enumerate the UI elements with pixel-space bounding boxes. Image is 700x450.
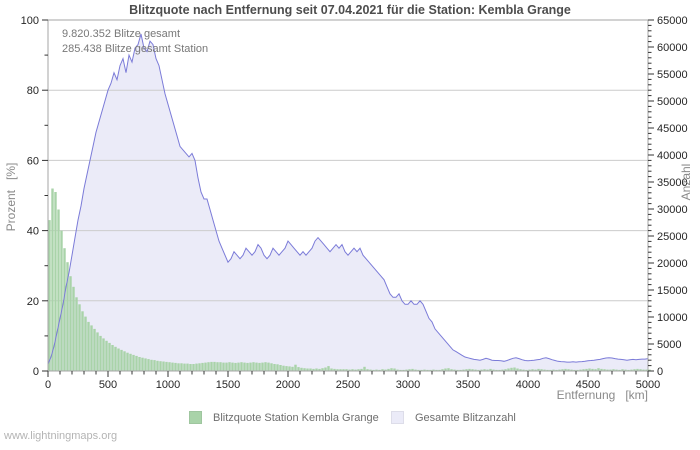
svg-text:30000: 30000 [657,204,688,216]
svg-text:0: 0 [45,379,51,391]
legend-label: Blitzquote Station Kembla Grange [213,411,379,424]
x-axis: 0 500 1000 1500 2000 2500 3000 3500 4000 4500 5000 [45,371,660,391]
svg-text:4500: 4500 [576,379,600,391]
svg-text:15000: 15000 [657,285,688,297]
svg-text:1500: 1500 [216,379,240,391]
total-lightning-count: 9.820.352 Blitze gesamt [62,28,181,40]
watermark: www.lightningmaps.org [4,430,118,442]
gridlines [48,89,648,302]
svg-text:1000: 1000 [156,379,180,391]
bar-series-blitzquote-station [48,188,651,371]
svg-text:0: 0 [33,366,39,378]
svg-text:4000: 4000 [516,379,540,391]
svg-text:5000: 5000 [636,379,660,391]
legend-item-station-quote: Blitzquote Station Kembla Grange [189,411,379,424]
legend-swatch-lavender [391,411,404,424]
svg-text:60: 60 [27,155,39,167]
svg-text:10000: 10000 [657,312,688,324]
svg-text:3000: 3000 [396,379,420,391]
svg-text:500: 500 [99,379,117,391]
station-lightning-count: 285.438 Blitze gesamt Station [62,43,209,55]
svg-text:20000: 20000 [657,258,688,270]
y-axis-right: 0 5000 10000 15000 20000 25000 30000 35000 40000… [648,15,688,378]
svg-text:40: 40 [27,226,39,238]
svg-text:80: 80 [27,85,39,97]
svg-text:65000: 65000 [657,15,688,27]
svg-text:40000: 40000 [657,150,688,162]
svg-text:20: 20 [27,296,39,308]
svg-text:0: 0 [657,366,663,378]
line-series-gesamte-blitzanzahl [47,33,649,365]
legend-item-total-count: Gesamte Blitzanzahl [391,411,516,424]
x-axis-title: Entfernung [km] [556,388,648,402]
svg-text:55000: 55000 [657,69,688,81]
y-axis-left: 0 20 40 60 80 100 [21,15,48,378]
svg-text:60000: 60000 [657,42,688,54]
y-axis-right-title: Anzahl [679,163,693,201]
svg-text:5000: 5000 [657,339,681,351]
svg-text:35000: 35000 [657,177,688,189]
svg-text:45000: 45000 [657,123,688,135]
svg-text:25000: 25000 [657,231,688,243]
chart-title: Blitzquote nach Entfernung seit 07.04.20… [129,3,571,17]
legend-label: Gesamte Blitzanzahl [415,411,516,424]
svg-text:2000: 2000 [276,379,300,391]
svg-text:3500: 3500 [456,379,480,391]
area-series-gesamte-blitzanzahl [48,34,648,371]
svg-text:100: 100 [21,15,39,27]
totals-annotation: 9.820.352 Blitze gesamt 285.438 Blitze g… [62,27,208,57]
y-axis-left-title: Prozent [%] [4,162,18,232]
svg-text:50000: 50000 [657,96,688,108]
svg-text:2500: 2500 [336,379,360,391]
legend-swatch-green [189,411,202,424]
